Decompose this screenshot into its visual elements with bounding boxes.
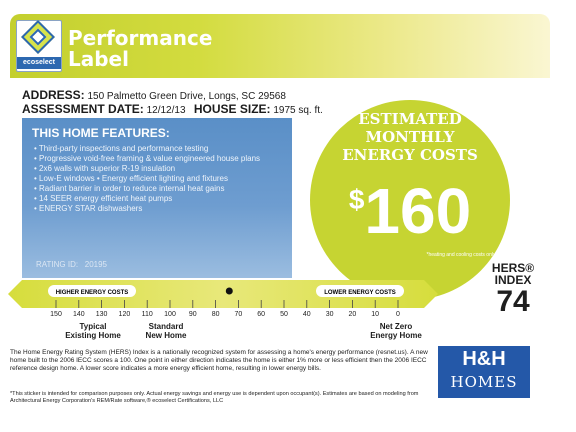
- page-title: Performance Label: [68, 28, 268, 70]
- feature-item: Low-E windows • Energy efficient lightin…: [34, 174, 284, 184]
- ecoselect-logo: ecoselect: [16, 20, 62, 72]
- lower-cost-label: LOWER ENERGY COSTS: [324, 290, 396, 296]
- ref-standard-new: Standard New Home: [136, 322, 196, 340]
- address-value: 150 Palmetto Green Drive, Longs, SC 2956…: [87, 91, 286, 102]
- house-size-label: HOUSE SIZE:: [193, 102, 271, 116]
- tick-label: 30: [325, 311, 334, 318]
- ref-line-2: Energy Home: [370, 331, 422, 340]
- title-line-1: Performance: [68, 26, 213, 50]
- title-line-2: Label: [68, 47, 129, 71]
- hh-logo-top: H&H: [462, 348, 506, 370]
- hers-label: HERS®: [491, 261, 535, 275]
- ref-line-1: Typical: [79, 322, 107, 331]
- tick-label: 60: [257, 311, 266, 318]
- rating-label: RATING ID:: [36, 260, 79, 269]
- tick-label: 150: [50, 311, 62, 318]
- house-icon: [21, 20, 55, 54]
- hh-logo-bottom: HOMES: [450, 373, 518, 391]
- disclaimer: *This sticker is intended for comparison…: [10, 391, 419, 404]
- address-label: ADDRESS:: [22, 88, 85, 102]
- tick-label: 140: [72, 311, 85, 318]
- header-band: [10, 14, 550, 78]
- assessment-value: 12/12/13: [146, 105, 186, 116]
- hers-description: The Home Energy Rating System (HERS) Ind…: [10, 349, 428, 372]
- index-label: INDEX: [494, 273, 532, 287]
- tick-label: 0: [396, 311, 400, 318]
- assessment-label: ASSESSMENT DATE:: [22, 102, 144, 116]
- hers-value: 74: [496, 285, 530, 318]
- hers-index: HERS® INDEX 74: [486, 262, 540, 318]
- ref-net-zero: Net Zero Energy Home: [366, 322, 426, 340]
- cost-line-2: MONTHLY: [365, 128, 455, 146]
- hh-homes-logo: H&H HOMES: [438, 346, 530, 398]
- features-heading: THIS HOME FEATURES:: [32, 126, 170, 140]
- tick-label: 50: [280, 311, 288, 318]
- hers-marker: [225, 287, 233, 295]
- feature-item: Progressive void-free framing & value en…: [34, 154, 284, 164]
- cost-line-3: ENERGY COSTS: [342, 146, 478, 164]
- tick-label: 80: [211, 311, 220, 318]
- tick-label: 70: [234, 311, 243, 318]
- hers-scale-bar: HIGHER ENERGY COSTS LOWER ENERGY COSTS: [8, 280, 438, 308]
- feature-item: 14 SEER energy efficient heat pumps: [34, 194, 284, 204]
- higher-cost-label: HIGHER ENERGY COSTS: [56, 290, 129, 296]
- cost-amount: 160: [364, 175, 472, 247]
- tick-label: 20: [348, 311, 357, 318]
- energy-cost-circle: ESTIMATED MONTHLY ENERGY COSTS $160 *hea…: [310, 100, 510, 300]
- feature-item: 2x6 walls with superior R-19 insulation: [34, 164, 284, 174]
- tick-label: 130: [95, 311, 108, 318]
- tick-label: 100: [164, 311, 176, 318]
- tick-label: 10: [371, 311, 380, 318]
- assessment-row: ASSESSMENT DATE: 12/12/13 HOUSE SIZE: 19…: [22, 102, 323, 116]
- feature-item: Radiant barrier in order to reduce inter…: [34, 184, 284, 194]
- monthly-cost-value: $160: [310, 164, 510, 247]
- ref-line-1: Net Zero: [379, 322, 413, 331]
- ref-line-2: New Home: [145, 331, 187, 340]
- rating-id: RATING ID: 20195: [36, 260, 107, 269]
- features-list: Third-party inspections and performance …: [34, 144, 284, 214]
- feature-item: ENERGY STAR dishwashers: [34, 204, 284, 214]
- tick-label: 110: [141, 311, 153, 318]
- ref-line-2: Existing Home: [65, 331, 121, 340]
- estimated-cost-heading: ESTIMATED MONTHLY ENERGY COSTS: [310, 110, 510, 164]
- features-panel: THIS HOME FEATURES: Third-party inspecti…: [22, 118, 292, 278]
- cost-note: *heating and cooling costs only: [426, 252, 496, 258]
- rating-value: 20195: [84, 260, 107, 269]
- ref-typical-existing: Typical Existing Home: [63, 322, 123, 340]
- house-size-value: 1975 sq. ft.: [273, 105, 323, 116]
- feature-item: Third-party inspections and performance …: [34, 144, 284, 154]
- tick-label: 120: [118, 311, 131, 318]
- address-row: ADDRESS: 150 Palmetto Green Drive, Longs…: [22, 88, 286, 102]
- dollar-sign: $: [348, 184, 365, 215]
- logo-text: ecoselect: [17, 57, 61, 69]
- higher-cost-pill: [48, 285, 136, 297]
- tick-label: 40: [302, 311, 311, 318]
- cost-line-1: ESTIMATED: [358, 110, 462, 128]
- lower-cost-pill: [316, 285, 404, 297]
- ref-line-1: Standard: [148, 322, 184, 331]
- tick-label: 90: [188, 311, 197, 318]
